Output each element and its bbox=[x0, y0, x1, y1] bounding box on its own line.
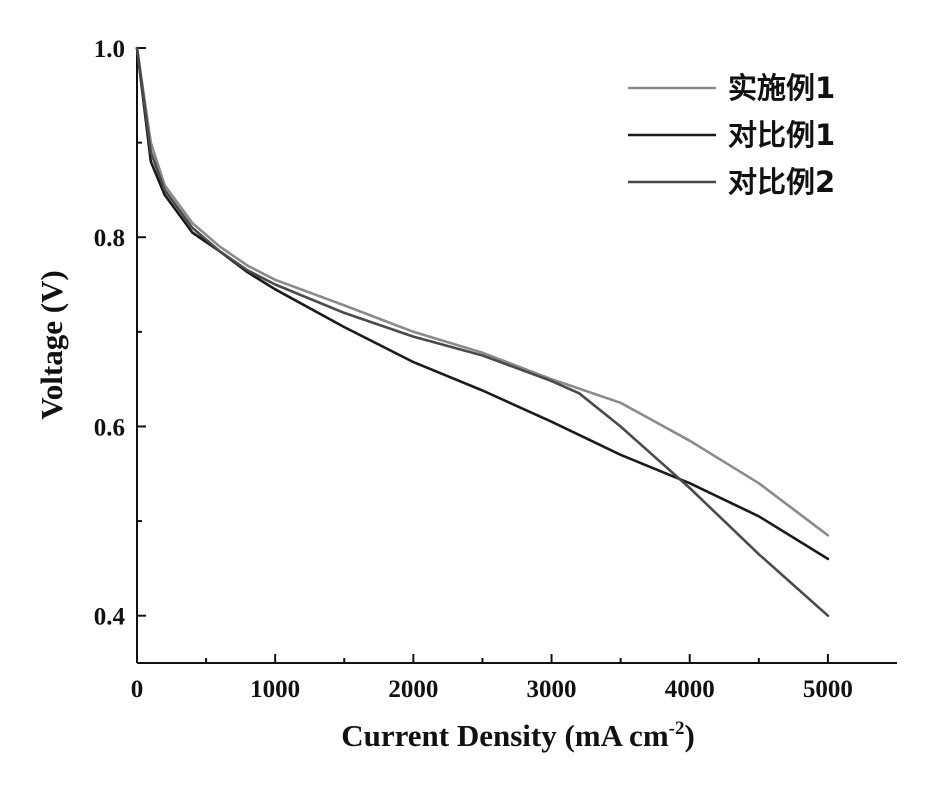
x-tick-label: 2000 bbox=[388, 676, 438, 703]
y-tick-label: 0.6 bbox=[94, 414, 125, 441]
legend-label-1: 实施例1 bbox=[728, 71, 835, 105]
x-tick-label: 5000 bbox=[803, 676, 853, 703]
x-tick-label: 4000 bbox=[665, 676, 715, 703]
x-tick-label: 1000 bbox=[250, 676, 300, 703]
series-group bbox=[135, 46, 830, 618]
y-axis-title: Voltage (V) bbox=[34, 270, 69, 420]
axes-group: 0 1000 2000 3000 4000 5000 0.4 0.6 0.8 1.0 bbox=[94, 36, 897, 703]
y-tick-label: 1.0 bbox=[94, 36, 125, 63]
legend: 实施例1 对比例1 对比例2 bbox=[628, 71, 835, 199]
series-line-3 bbox=[135, 46, 830, 618]
x-axis-title-main: Current Density (mA cm bbox=[341, 718, 669, 753]
x-axis-title-sup: -2 bbox=[669, 718, 685, 739]
x-tick-label: 3000 bbox=[527, 676, 577, 703]
series-line-1 bbox=[135, 46, 830, 537]
legend-label-2: 对比例1 bbox=[728, 118, 835, 152]
x-axis-title: Current Density (mA cm-2) bbox=[341, 718, 695, 753]
x-axis-title-tail: ) bbox=[684, 718, 694, 753]
y-tick-label: 0.8 bbox=[94, 225, 125, 252]
x-tick-label: 0 bbox=[131, 676, 144, 703]
series-line-2 bbox=[135, 46, 830, 561]
legend-label-3: 对比例2 bbox=[728, 165, 835, 199]
y-tick-label: 0.4 bbox=[94, 604, 126, 631]
